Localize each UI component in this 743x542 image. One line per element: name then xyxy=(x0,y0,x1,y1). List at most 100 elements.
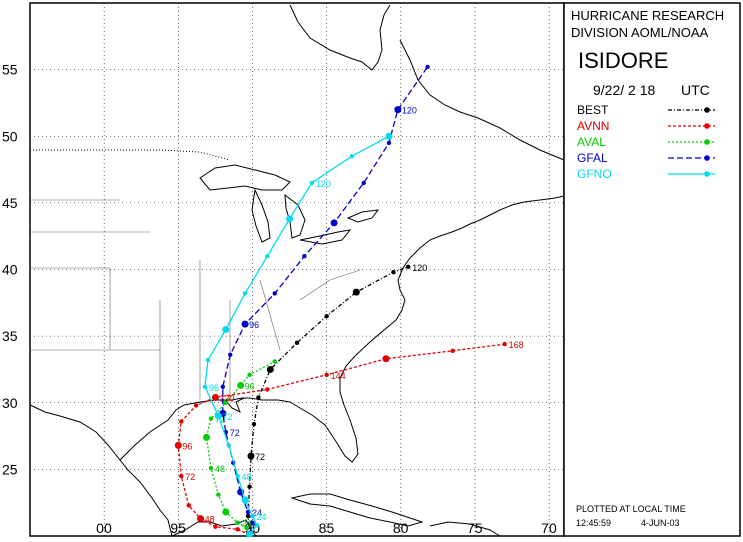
track-time-label: 144 xyxy=(331,371,346,381)
track-point-best xyxy=(391,269,396,275)
legend-label-gfal: GFAL xyxy=(577,151,608,165)
track-point-gfal xyxy=(220,384,226,389)
storm-tracks: 7212048729612014416824487296247296120244… xyxy=(174,64,524,539)
track-time-label: 120 xyxy=(316,179,331,189)
track-time-label: 168 xyxy=(509,340,524,350)
legend-marker-gfal xyxy=(704,155,710,161)
track-point-gfno xyxy=(265,253,270,259)
track-point-avnn xyxy=(450,348,455,353)
track-point-aval xyxy=(203,433,211,441)
latitude-labels: 25 30 35 40 45 50 55 xyxy=(2,62,18,478)
track-point-gfno xyxy=(254,523,260,528)
track-point-gfno xyxy=(349,154,355,159)
track-point-gfal xyxy=(272,291,277,296)
lon-tick-label: 75 xyxy=(467,520,483,536)
track-point-aval xyxy=(208,416,214,421)
track-point-avnn xyxy=(382,355,390,363)
track-point-gfal xyxy=(250,520,255,525)
track-point-avnn xyxy=(213,524,218,529)
track-time-label: 120 xyxy=(219,393,234,403)
legend-marker-avnn xyxy=(704,123,710,129)
track-time-label: 72 xyxy=(222,412,232,422)
date-label: 9/22/ 2 18 xyxy=(593,82,655,98)
track-point-gfal xyxy=(386,140,392,146)
track-point-gfno xyxy=(241,496,249,504)
track-time-label: 24 xyxy=(257,512,267,522)
track-point-avnn xyxy=(179,473,184,479)
track-point-best xyxy=(406,264,411,270)
org-line-1: HURRICANE RESEARCH xyxy=(571,8,724,23)
lat-lon-grid xyxy=(30,3,564,536)
track-best xyxy=(247,266,409,535)
track-time-label: 48 xyxy=(205,515,215,525)
track-point-best xyxy=(247,484,252,489)
lat-tick-label: 30 xyxy=(2,395,18,411)
track-point-gfno xyxy=(385,132,393,140)
track-gfno xyxy=(204,135,390,536)
track-time-label: 48 xyxy=(215,464,225,474)
track-time-label: 72 xyxy=(230,428,240,438)
track-point-best xyxy=(266,365,274,373)
track-point-avnn xyxy=(186,503,191,508)
legend-label-aval: AVAL xyxy=(577,135,606,149)
track-point-best xyxy=(251,421,257,427)
longitude-labels: 00 95 90 85 80 75 70 xyxy=(96,520,557,536)
lon-tick-label: 95 xyxy=(170,520,186,536)
track-time-label: 24 xyxy=(242,519,252,529)
track-point-gfno xyxy=(286,215,294,223)
tz-label: UTC xyxy=(681,82,710,98)
track-time-label: 96 xyxy=(249,320,259,330)
track-point-gfno xyxy=(235,473,240,479)
time-stamp: 12:45:59 xyxy=(576,518,611,528)
track-point-gfno xyxy=(246,531,254,539)
track-point-aval xyxy=(223,400,228,405)
track-time-label: 120 xyxy=(412,263,427,273)
legend-marker-gfno xyxy=(704,171,710,177)
legend-marker-best xyxy=(704,107,710,113)
track-point-avnn xyxy=(211,393,219,401)
track-point-gfno xyxy=(250,513,255,519)
lon-tick-label: 85 xyxy=(319,520,335,536)
track-point-best xyxy=(256,395,261,400)
track-point-gfal xyxy=(330,219,338,227)
track-point-gfal xyxy=(302,253,307,259)
legend-marker-aval xyxy=(704,139,710,145)
track-point-aval xyxy=(244,525,249,531)
lat-tick-label: 25 xyxy=(2,461,18,477)
track-point-gfno xyxy=(242,291,248,296)
track-time-label: 96 xyxy=(182,441,192,451)
track-point-avnn xyxy=(174,441,182,449)
track-point-avnn xyxy=(324,372,329,377)
track-point-gfal xyxy=(241,320,249,328)
lon-tick-label: 00 xyxy=(96,520,112,536)
legend-label-avnn: AVNN xyxy=(577,119,609,133)
legend-label-gfno: GFNO xyxy=(577,167,612,181)
track-point-gfno xyxy=(226,443,231,448)
track-time-label: 96 xyxy=(209,383,219,393)
track-point-gfal xyxy=(361,180,366,186)
track-point-gfal xyxy=(425,64,430,70)
info-panel-frame xyxy=(563,2,741,537)
track-time-label: 24 xyxy=(252,508,262,518)
track-time-label: 96 xyxy=(245,381,255,391)
lat-tick-label: 35 xyxy=(2,328,18,344)
track-point-aval xyxy=(247,372,252,377)
track-point-best xyxy=(352,288,360,296)
track-point-avnn xyxy=(265,387,270,392)
track-point-best xyxy=(324,313,329,319)
track-point-aval xyxy=(272,359,277,364)
storm-name: ISIDORE xyxy=(578,48,668,73)
lon-tick-label: 80 xyxy=(393,520,409,536)
track-point-gfal xyxy=(228,352,233,357)
track-point-gfno xyxy=(222,325,230,333)
lat-tick-label: 45 xyxy=(2,195,18,211)
track-time-label: 72 xyxy=(185,472,195,482)
lon-tick-label: 70 xyxy=(541,520,557,536)
plotted-label: PLOTTED AT LOCAL TIME xyxy=(576,504,686,514)
track-point-best xyxy=(247,452,255,460)
lat-tick-label: 50 xyxy=(2,128,18,144)
track-time-label: 72 xyxy=(255,452,265,462)
track-point-avnn xyxy=(502,341,507,347)
track-time-label: 120 xyxy=(402,106,417,116)
